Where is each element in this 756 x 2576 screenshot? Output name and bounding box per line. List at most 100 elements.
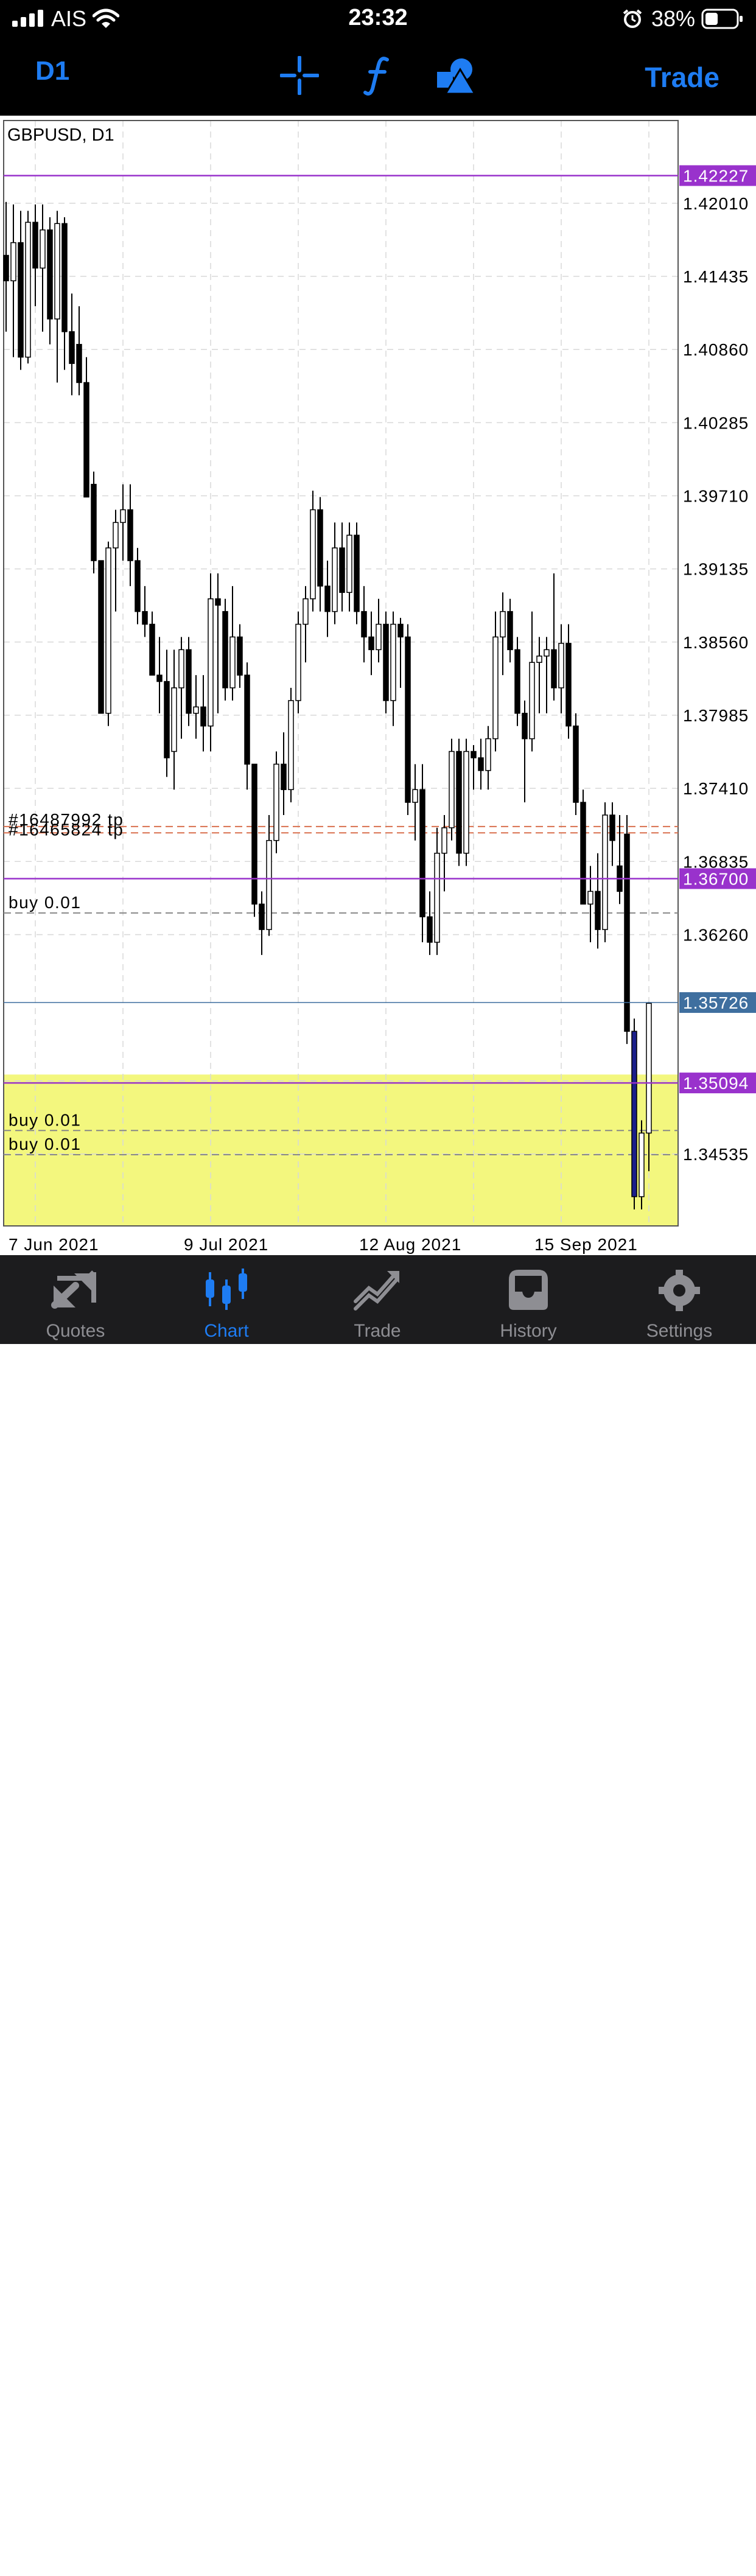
candle-body-43 [317, 509, 323, 587]
price-label-2: 1.35726 [683, 993, 749, 1012]
tab-chart[interactable]: Chart [151, 1255, 302, 1344]
candle-body-17 [127, 509, 133, 561]
candle-body-67 [492, 636, 499, 740]
candle-body-62 [456, 751, 462, 854]
candle-body-21 [156, 674, 163, 682]
candle-body-71 [522, 713, 528, 740]
candle-body-37 [273, 763, 279, 841]
tab-trade-label: Trade [354, 1321, 401, 1341]
battery-percent: 38% [651, 6, 695, 31]
tab-trade[interactable]: Trade [302, 1255, 453, 1344]
candle-body-65 [478, 757, 484, 771]
objects-shapes-icon[interactable] [436, 56, 476, 95]
price-label-box-1 [679, 868, 756, 889]
candle-body-32 [237, 636, 243, 676]
candle-body-50 [368, 636, 374, 651]
candle-body-70 [514, 649, 520, 714]
candle-body-22 [164, 681, 170, 758]
candle-body-83 [609, 814, 615, 841]
price-label-0: 1.42227 [683, 166, 749, 185]
candle-body-53 [390, 623, 396, 701]
candle-body-72 [529, 662, 535, 740]
candle-body-49 [361, 611, 367, 638]
candle-body-34 [251, 763, 257, 905]
candle-body-60 [441, 827, 447, 854]
candle-body-10 [76, 344, 82, 383]
highlight-zone [4, 1074, 678, 1226]
candle-body-2 [18, 242, 24, 358]
candle-body-23 [171, 687, 177, 752]
candle-body-80 [587, 891, 593, 905]
candle-body-51 [376, 623, 382, 651]
price-label-box-3 [679, 1073, 756, 1094]
candle-body-25 [186, 649, 192, 714]
tab-settings-label: Settings [646, 1321, 713, 1341]
watermark-text: @Per [650, 2546, 719, 2575]
candle-body-78 [573, 725, 579, 803]
candle-body-35 [259, 903, 265, 930]
candle-body-6 [47, 229, 53, 320]
x-tick-label-2: 12 Aug 2021 [359, 1235, 461, 1254]
x-tick-label-0: 7 Jun 2021 [9, 1235, 99, 1254]
trade-icon [354, 1271, 399, 1311]
tab-chart-label: Chart [204, 1321, 249, 1341]
candles [3, 201, 652, 1209]
y-tick-label-7: 1.37985 [683, 706, 749, 725]
candle-body-13 [98, 560, 104, 714]
candle-body-79 [580, 802, 586, 905]
candle-body-55 [405, 636, 411, 803]
candle-body-88 [646, 1003, 652, 1134]
candle-body-4 [32, 222, 38, 269]
candle-body-46 [339, 547, 345, 593]
candle-body-9 [69, 331, 75, 364]
candle-body-58 [427, 916, 433, 943]
y-tick-label-6: 1.38560 [683, 633, 749, 652]
candle-body-54 [397, 623, 404, 638]
chart-symbol-label: GBPUSD, D1 [7, 125, 114, 145]
price-label-box-2 [679, 992, 756, 1013]
candle-body-45 [332, 547, 338, 612]
candle-body-33 [244, 674, 250, 765]
candle-body-0 [3, 254, 9, 282]
candle-body-75 [551, 649, 557, 688]
candle-body-27 [200, 706, 206, 727]
status-time: 23:32 [348, 5, 408, 30]
candle-body-77 [565, 643, 572, 727]
y-tick-label-3: 1.40285 [683, 413, 749, 432]
candle-body-15 [113, 522, 119, 548]
candle-body-8 [61, 223, 68, 332]
trade-button[interactable]: Trade [645, 61, 719, 93]
indicator-f-icon[interactable] [363, 56, 393, 96]
tab-quotes[interactable]: Quotes [0, 1255, 151, 1344]
grid-lines [4, 121, 678, 1226]
candle-body-64 [471, 751, 477, 758]
candle-body-48 [354, 534, 360, 612]
candle-body-39 [288, 700, 294, 790]
chart-icon [206, 1269, 247, 1310]
chart-toolbar: D1 Trade [0, 38, 756, 116]
tab-settings[interactable]: Settings [604, 1255, 755, 1344]
candle-body-47 [346, 534, 352, 593]
timeframe-button[interactable]: D1 [35, 56, 70, 86]
tab-history-label: History [500, 1321, 557, 1341]
candle-body-11 [83, 382, 89, 498]
battery-icon [701, 9, 743, 29]
carrier-name: AIS [51, 6, 87, 31]
candle-body-61 [449, 751, 455, 828]
price-chart[interactable]: #16487992 tp #16465824 tp buy 0.01 buy 0.01… [0, 116, 756, 1255]
crosshair-icon[interactable] [280, 56, 319, 95]
y-tick-label-9: 1.36835 [683, 852, 749, 871]
y-tick-label-1: 1.41435 [683, 267, 749, 286]
y-tick-label-0: 1.42010 [683, 194, 749, 213]
candle-body-40 [295, 623, 301, 701]
candle-body-82 [602, 814, 608, 930]
candle-body-28 [208, 598, 214, 727]
candle-body-24 [178, 649, 184, 688]
candle-body-63 [463, 751, 469, 854]
history-icon [509, 1270, 548, 1310]
wifi-icon [93, 9, 119, 28]
tab-history[interactable]: History [453, 1255, 604, 1344]
chart-canvas[interactable]: #16487992 tp#16465824 tp buy 0.01 buy 0.01… [0, 116, 756, 1255]
order-line-label-4: buy 0.01 [9, 1135, 81, 1153]
y-tick-label-4: 1.39710 [683, 486, 749, 505]
